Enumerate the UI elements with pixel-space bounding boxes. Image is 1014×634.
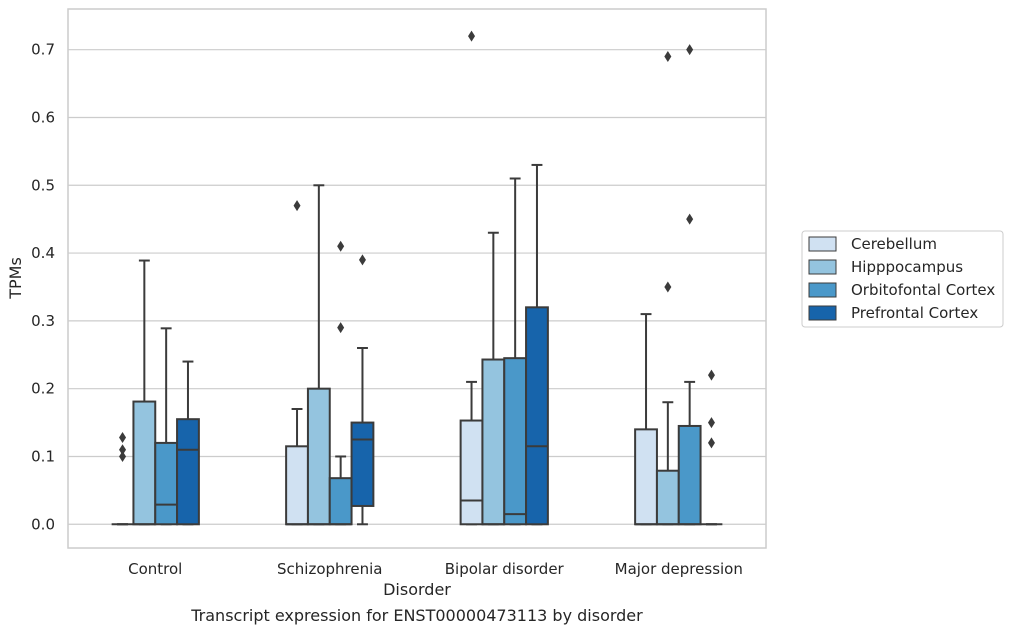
box-iqr (176, 418, 200, 526)
legend-label: Orbitofontal Cortex (851, 281, 995, 299)
outlier-point (707, 437, 715, 449)
box-iqr (481, 358, 506, 526)
legend-label: Prefrontal Cortex (851, 304, 978, 322)
box-iqr (328, 477, 353, 526)
outlier-point (664, 50, 672, 62)
x-tick-label: Bipolar disorder (445, 560, 565, 578)
x-tick-label: Control (128, 560, 182, 578)
legend-swatch (808, 236, 837, 252)
box-iqr (503, 357, 528, 526)
outlier-point (358, 254, 366, 266)
y-tick-label: 0.6 (31, 108, 55, 126)
legend-swatch (808, 282, 837, 298)
outlier-point (119, 444, 127, 456)
y-tick-label: 0.5 (31, 176, 55, 194)
box-element (459, 30, 484, 526)
box-element (328, 240, 353, 526)
box-element (677, 44, 702, 526)
y-axis-label: TPMs (6, 257, 25, 300)
outlier-point (293, 200, 301, 212)
box-element (111, 431, 134, 526)
box-iqr (285, 445, 309, 526)
box-iqr (634, 428, 658, 526)
x-axis-label: Disorder (383, 580, 451, 599)
box-element (306, 184, 331, 526)
outlier-point (707, 417, 715, 429)
x-axis-ticks: Control Schizophrenia Bipolar disorder Majo… (128, 560, 743, 578)
outlier-point (468, 30, 476, 42)
legend-frame (801, 230, 1004, 328)
y-tick-label: 0.4 (31, 244, 55, 262)
legend: Cerebellum Hipppocampus Orbitofontal Corte… (801, 230, 1004, 328)
box-element (525, 163, 549, 526)
x-tick-label: Major depression (615, 560, 743, 578)
legend-label: Hipppocampus (851, 258, 963, 276)
box-element (350, 254, 375, 526)
box-element (634, 313, 658, 526)
box-layer (111, 30, 723, 526)
box-iqr (525, 306, 549, 526)
box-element (285, 200, 309, 526)
box-element (176, 360, 200, 526)
box-element (132, 259, 157, 526)
box-iqr (350, 421, 375, 507)
outlier-point (119, 431, 127, 443)
box-element (655, 50, 680, 526)
box-iqr (132, 400, 157, 526)
y-tick-label: 0.3 (31, 312, 55, 330)
outlier-point (337, 240, 345, 252)
box-element (700, 369, 723, 526)
outlier-point (686, 213, 694, 225)
outlier-point (686, 44, 694, 56)
box-iqr (154, 441, 179, 526)
box-iqr (306, 387, 331, 526)
outlier-point (119, 450, 127, 462)
box-iqr (677, 424, 702, 526)
footer-caption: Transcript expression for ENST0000047311… (191, 606, 643, 625)
box-element (154, 327, 179, 526)
legend-label: Cerebellum (851, 235, 937, 253)
y-axis-ticks: 0.0 0.1 0.2 0.3 0.4 0.5 0.6 0.7 (31, 41, 55, 534)
outlier-point (337, 322, 345, 334)
y-tick-label: 0.7 (31, 41, 55, 59)
legend-swatch (808, 305, 837, 321)
y-tick-label: 0.2 (31, 380, 55, 398)
plot-area-frame (67, 8, 767, 549)
box-iqr (459, 419, 484, 526)
x-tick-label: Schizophrenia (277, 560, 382, 578)
box-element (503, 177, 528, 526)
y-tick-label: 0.0 (31, 515, 55, 533)
legend-swatch (808, 259, 837, 275)
box-iqr (655, 469, 680, 526)
y-tick-label: 0.1 (31, 447, 55, 465)
outlier-point (707, 369, 715, 381)
outlier-point (664, 281, 672, 293)
box-element (481, 231, 506, 526)
